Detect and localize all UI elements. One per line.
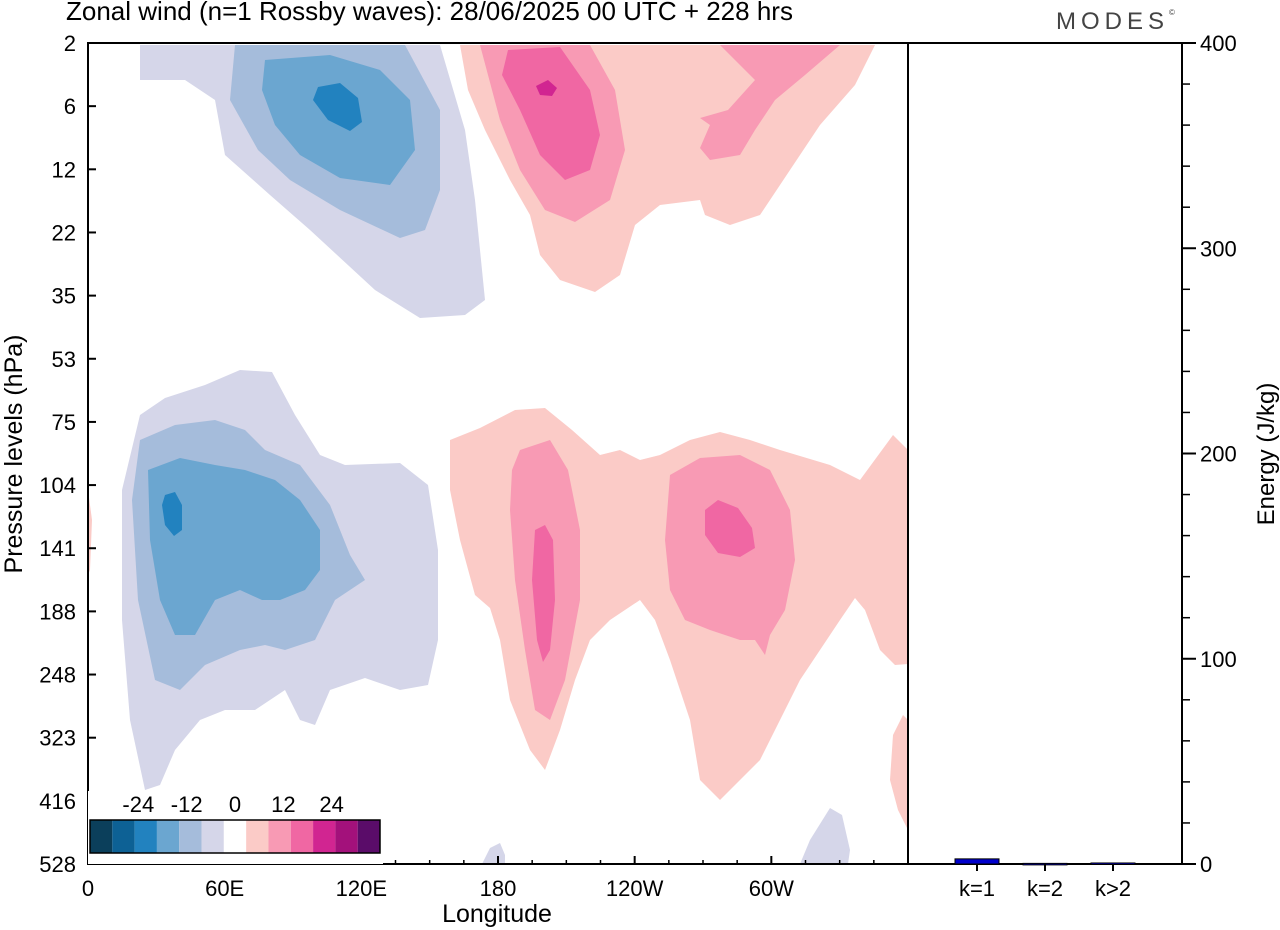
x-tick-label: 60E [205, 876, 244, 901]
energy-tick-label: 200 [1200, 442, 1237, 467]
bar-category-label: k=2 [1027, 876, 1063, 901]
colorbar-swatch [290, 820, 314, 853]
colorbar-swatch [201, 820, 224, 853]
contour-neg-lower-12 [148, 458, 320, 635]
contour-pos-lower-3b [890, 715, 908, 830]
energy-tick-label: 0 [1200, 852, 1212, 877]
colorbar-swatch [313, 820, 336, 853]
brand-logo: MODES© [1056, 8, 1175, 36]
y-tick-label: 12 [52, 157, 76, 182]
contour-neg-lower-18 [162, 492, 182, 536]
colorbar-swatch [156, 820, 180, 853]
y-tick-label: 6 [64, 94, 76, 119]
contour-pos-upper-6b [700, 45, 840, 160]
energy-tick-label: 300 [1200, 236, 1237, 261]
x-axis-label: Longitude [442, 900, 552, 928]
energy-tick-label: 100 [1200, 647, 1237, 672]
contour-neg-bottom-3 [800, 808, 850, 864]
colorbar-label: 12 [271, 792, 295, 817]
contour-pos-upper-18 [536, 80, 557, 96]
y-tick-label: 188 [39, 599, 76, 624]
y-tick-label: 53 [52, 347, 76, 372]
x-tick-label: 180 [480, 876, 517, 901]
energy-axis-label: Energy (J/kg) [1253, 383, 1280, 526]
y-tick-label: 75 [52, 410, 76, 435]
colorbar-label: -24 [122, 792, 154, 817]
y-axis-ticks: 2 6 12 22 35 53 75 104 141 188 248 323 416 528 [39, 31, 96, 877]
y-tick-label: 22 [52, 220, 76, 245]
energy-bar [954, 858, 1000, 865]
contour-pos-upper-12 [502, 47, 600, 180]
colorbar-swatch [112, 820, 135, 853]
colorbar: -24 -12 0 12 24 [88, 791, 383, 864]
y-tick-label: 323 [39, 726, 76, 751]
contour-neg-upper-18 [313, 83, 362, 131]
colorbar-swatch [357, 820, 380, 853]
y-tick-label: 35 [52, 284, 76, 309]
x-tick-label: 60W [749, 876, 794, 901]
colorbar-swatch [90, 820, 113, 853]
colorbar-swatch [335, 820, 358, 853]
colorbar-swatch [134, 820, 157, 853]
chart-title: Zonal wind (n=1 Rossby waves): 28/06/202… [66, 0, 793, 26]
contour-pos-lower-12b [705, 500, 755, 557]
contour-field [88, 45, 908, 864]
brand-text: MODES [1056, 8, 1170, 35]
colorbar-label: 24 [319, 792, 343, 817]
energy-bars: k=1 k=2 k>2 [954, 858, 1136, 901]
colorbar-label: 0 [229, 792, 241, 817]
colorbar-swatch [268, 820, 291, 853]
bar-category-label: k=1 [959, 876, 995, 901]
x-tick-label: 120E [336, 876, 387, 901]
x-tick-label: 120W [606, 876, 664, 901]
bar-category-label: k>2 [1095, 876, 1131, 901]
contour-pos-lower-12 [532, 525, 555, 662]
x-tick-label: 0 [82, 876, 94, 901]
colorbar-swatch [246, 820, 269, 853]
y-tick-label: 528 [39, 852, 76, 877]
brand-mark: © [1169, 8, 1175, 17]
energy-axis-ticks: 0 100 200 300 400 [1182, 31, 1237, 877]
y-tick-label: 248 [39, 663, 76, 688]
y-tick-label: 416 [39, 789, 76, 814]
contour-neg-bottom-3b [482, 843, 505, 864]
colorbar-swatch [223, 820, 247, 853]
y-tick-label: 141 [39, 536, 76, 561]
x-axis-ticks: 0 60E 120E 180 120W 60W [82, 856, 875, 901]
y-tick-label: 2 [64, 31, 76, 56]
colorbar-swatch [179, 820, 202, 853]
colorbar-frame [89, 819, 381, 854]
y-axis-label: Pressure levels (hPa) [0, 335, 28, 574]
y-tick-label: 104 [39, 473, 76, 498]
colorbar-label: -12 [171, 792, 203, 817]
energy-tick-label: 400 [1200, 31, 1237, 56]
